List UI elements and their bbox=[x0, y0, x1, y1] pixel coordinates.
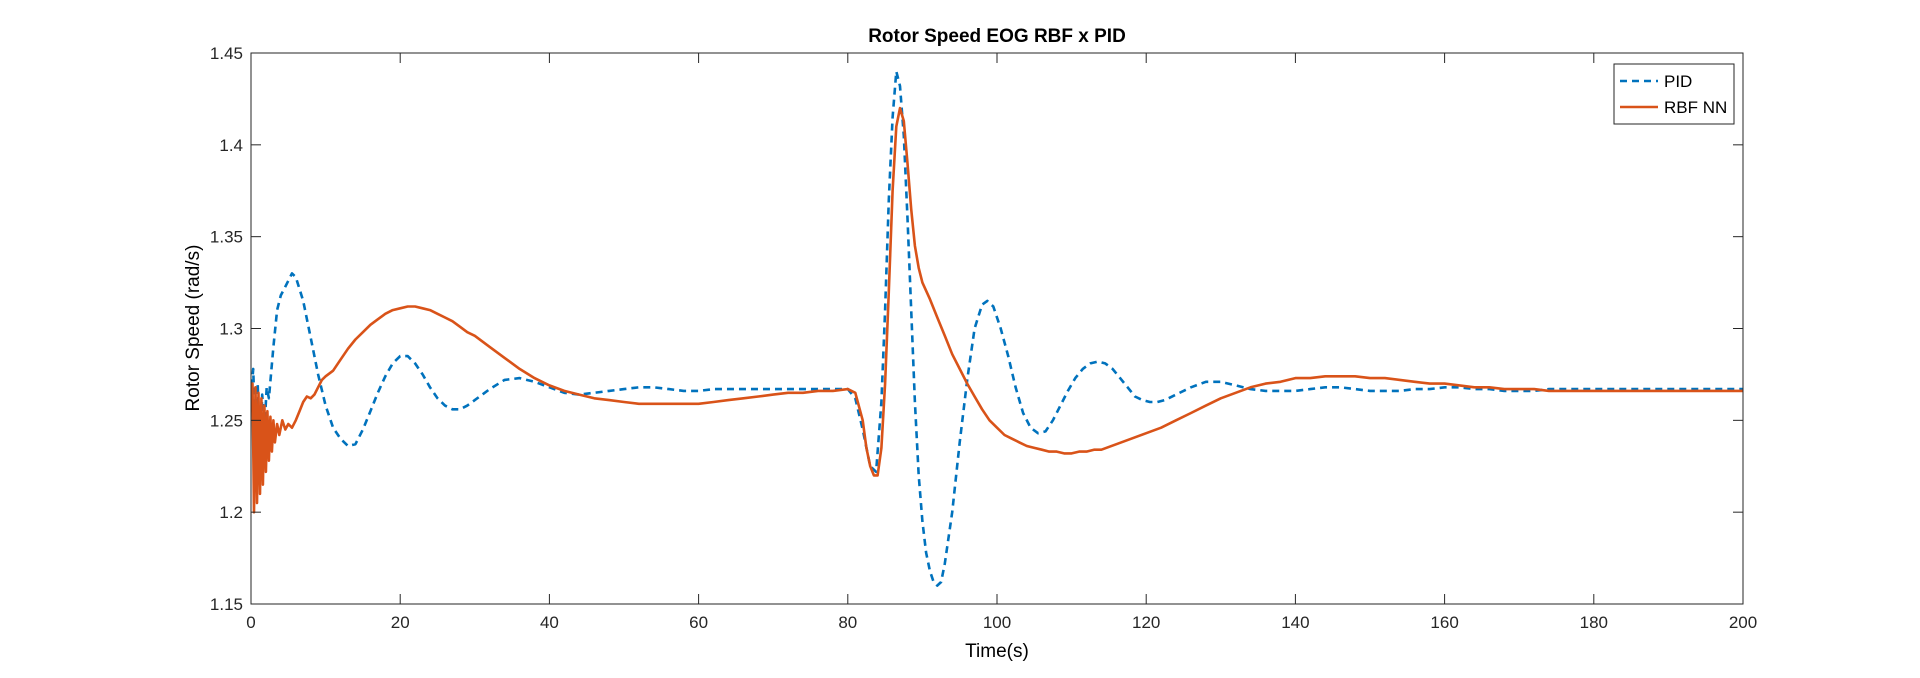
axes-frame bbox=[250, 52, 1744, 605]
x-tick-label: 140 bbox=[1281, 613, 1309, 632]
legend-label-0: PID bbox=[1664, 72, 1692, 91]
y-tick-label: 1.25 bbox=[210, 411, 243, 430]
x-tick-label: 40 bbox=[540, 613, 559, 632]
chart-title: Rotor Speed EOG RBF x PID bbox=[868, 26, 1126, 47]
y-tick-label: 1.15 bbox=[210, 595, 243, 614]
legend-box bbox=[1613, 63, 1735, 125]
y-axis-title: Rotor Speed (rad/s) bbox=[183, 245, 204, 412]
x-tick-label: 100 bbox=[983, 613, 1011, 632]
legend-label-1: RBF NN bbox=[1664, 98, 1727, 117]
x-tick-label: 0 bbox=[246, 613, 255, 632]
y-tick-label: 1.35 bbox=[210, 228, 243, 247]
axis-ticks: 0 20 40 60 80 100 120 140 160 180 200 1.15 1.2 1.25 1.… bbox=[210, 44, 1757, 632]
x-tick-label: 160 bbox=[1430, 613, 1458, 632]
y-tick-label: 1.4 bbox=[219, 136, 243, 155]
y-tick-label: 1.2 bbox=[219, 503, 243, 522]
x-tick-label: 180 bbox=[1580, 613, 1608, 632]
plot-area bbox=[251, 70, 1743, 587]
x-tick-label: 60 bbox=[689, 613, 708, 632]
y-tick-label: 1.3 bbox=[219, 320, 243, 339]
x-axis-title: Time(s) bbox=[965, 641, 1029, 662]
series-line-0 bbox=[251, 70, 1743, 587]
series-line-1 bbox=[251, 106, 1743, 514]
x-tick-label: 200 bbox=[1729, 613, 1757, 632]
x-tick-label: 20 bbox=[391, 613, 410, 632]
legend: PID RBF NN bbox=[1613, 63, 1735, 125]
x-tick-label: 80 bbox=[838, 613, 857, 632]
x-tick-label: 120 bbox=[1132, 613, 1160, 632]
y-tick-label: 1.45 bbox=[210, 44, 243, 63]
